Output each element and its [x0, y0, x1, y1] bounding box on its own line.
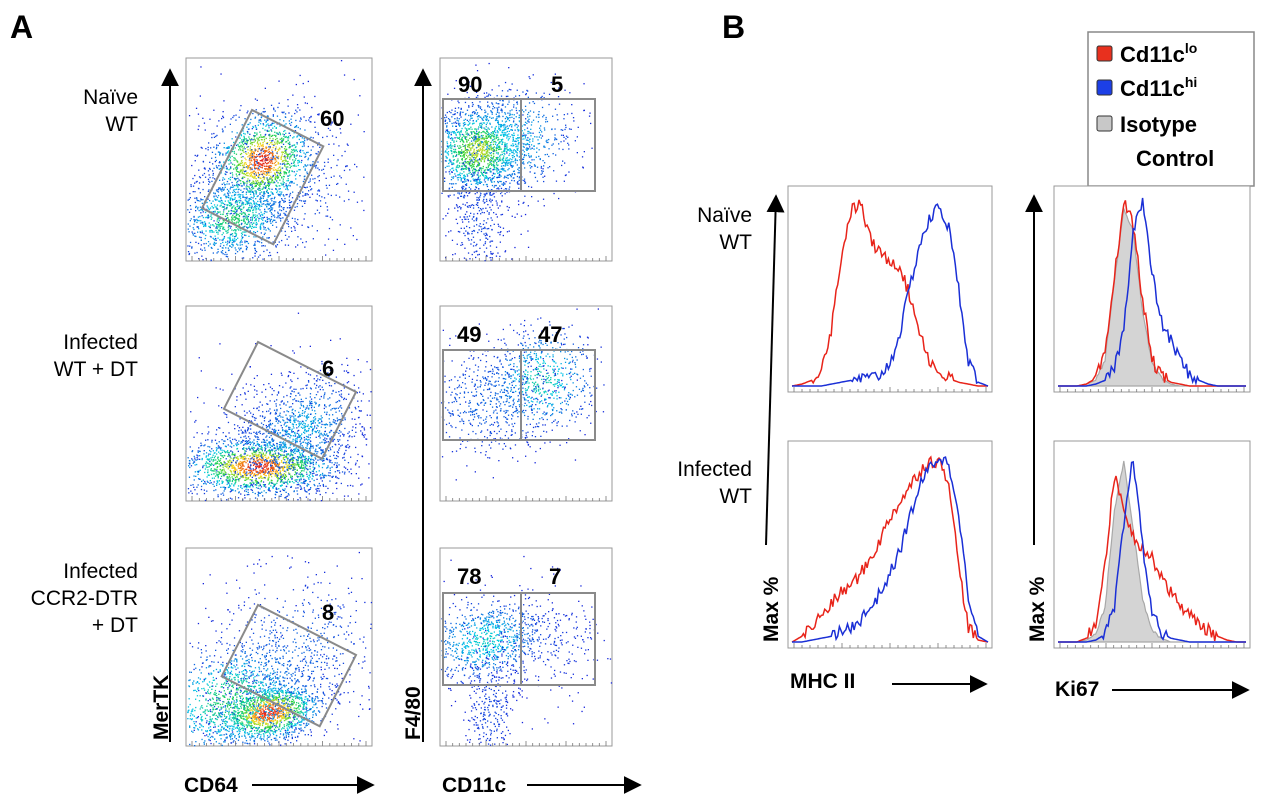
gate-value-lo: 78 — [457, 564, 481, 589]
plot-a-left-row1: 60 — [185, 57, 373, 262]
f480-axis-label: F4/80 — [402, 686, 425, 740]
maxpct-axis-label-1: Max % — [760, 576, 783, 642]
hist-frame-mhcii-naive — [787, 185, 993, 393]
legend-swatch-isotype — [1096, 115, 1113, 132]
panel-letter-b: B — [722, 9, 745, 45]
maxpct-axis-arrow-1 — [765, 194, 785, 546]
b-row-label-naive-wt: WT — [719, 231, 752, 254]
gate-box — [200, 108, 325, 246]
legend-swatch-lo — [1096, 45, 1113, 62]
gate-value: 60 — [320, 106, 344, 131]
mhcii-axis-label: MHC II — [790, 670, 855, 693]
row-label-naive: Naïve — [83, 86, 138, 109]
ki67-axis-label: Ki67 — [1055, 678, 1099, 701]
gate-value-hi: 5 — [551, 72, 563, 97]
plot-a-left-row2: 6 — [185, 305, 373, 502]
plot-a-left-row3: 8 — [185, 547, 373, 747]
cd11c-hi-histogram — [792, 456, 989, 643]
axis-ticks — [1059, 643, 1245, 648]
cd11c-lo-histogram — [791, 199, 988, 387]
gate-box-hi — [520, 349, 596, 441]
gate-value-hi: 7 — [549, 564, 561, 589]
plot-a-right-row1: 90 5 — [439, 57, 613, 262]
cd11c-lo-histogram — [1058, 475, 1246, 643]
row-label-infected-wt-dt: WT + DT — [54, 358, 138, 381]
axis-ticks — [445, 496, 607, 501]
axis-ticks — [191, 741, 367, 746]
row-label-infected: Infected — [63, 331, 138, 354]
cd11c-axis-label: CD11c — [442, 774, 507, 797]
legend-label-isotype: Isotype — [1120, 112, 1197, 137]
legend-frame — [1087, 31, 1255, 187]
legend-label-hi: Cd11chi — [1120, 74, 1197, 101]
gate-box — [220, 603, 358, 728]
cd11c-lo-histogram — [791, 455, 989, 643]
axis-ticks — [445, 256, 607, 261]
gate-box-hi — [520, 592, 596, 686]
plot-frame — [185, 57, 373, 262]
legend-swatch-hi — [1096, 79, 1113, 96]
panel-letter-a: A — [10, 9, 33, 45]
row-label-naive-wt: WT — [105, 113, 138, 136]
histogram-layer — [791, 197, 1246, 643]
axis-ticks — [191, 496, 367, 501]
maxpct-axis-label-2: Max % — [1026, 576, 1049, 642]
hist-frame-mhcii-infected — [787, 440, 993, 649]
b-row-label-infected-wt: WT — [719, 485, 752, 508]
cd11c-hi-histogram — [1058, 197, 1246, 387]
gate-box-hi — [520, 98, 596, 192]
gate-box — [222, 340, 358, 461]
plot-a-right-row3: 78 7 — [439, 547, 613, 747]
plot-frame — [185, 305, 373, 502]
density-cloud — [187, 60, 365, 262]
plot-a-right-row2: 49 47 — [439, 305, 613, 502]
gate-value-hi: 47 — [538, 322, 562, 347]
axis-ticks — [793, 387, 987, 392]
plot-frame — [439, 57, 613, 262]
axis-ticks — [1059, 387, 1245, 392]
row-label-infected-2: Infected — [63, 560, 138, 583]
legend-label-lo: Cd11clo — [1120, 40, 1197, 67]
axis-ticks — [445, 741, 607, 746]
density-cloud — [187, 312, 372, 502]
gate-value: 8 — [322, 600, 334, 625]
row-label-ccr2-dtr: CCR2-DTR — [31, 587, 138, 610]
b-row-label-infected: Infected — [677, 458, 752, 481]
gate-value-lo: 49 — [457, 322, 481, 347]
legend: Cd11clo Cd11chi Isotype Control — [1087, 31, 1255, 187]
gate-value: 6 — [322, 356, 334, 381]
axis-ticks — [793, 643, 987, 648]
cd64-axis-label: CD64 — [184, 774, 238, 797]
mertk-axis-label: MerTK — [150, 675, 173, 740]
cd11c-hi-histogram — [1058, 460, 1246, 643]
cd11c-hi-histogram — [792, 203, 989, 387]
axis-ticks — [191, 256, 367, 261]
gate-value-lo: 90 — [458, 72, 482, 97]
legend-label-control: Control — [1136, 146, 1214, 171]
hist-frame-ki67-infected — [1053, 440, 1251, 649]
b-row-label-naive: Naïve — [697, 204, 752, 227]
row-label-plus-dt: + DT — [92, 614, 138, 637]
